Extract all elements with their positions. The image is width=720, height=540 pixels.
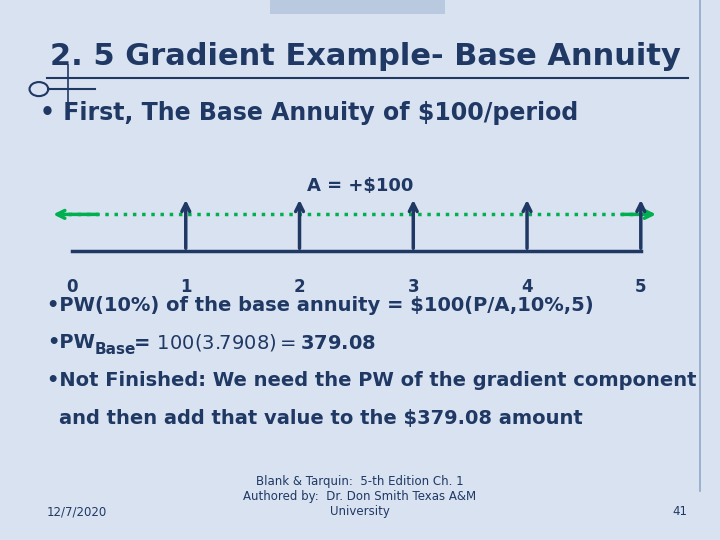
Text: 41: 41 bbox=[672, 505, 688, 518]
Text: •Not Finished: We need the PW of the gradient component: •Not Finished: We need the PW of the gra… bbox=[47, 371, 696, 390]
Bar bbox=[270, 0, 445, 14]
Text: 2. 5 Gradient Example- Base Annuity: 2. 5 Gradient Example- Base Annuity bbox=[50, 42, 681, 71]
Text: 1: 1 bbox=[180, 278, 192, 296]
Text: = $100(3.7908)= $379.08: = $100(3.7908)= $379.08 bbox=[127, 333, 377, 353]
Text: 3: 3 bbox=[408, 278, 419, 296]
Text: and then add that value to the $379.08 amount: and then add that value to the $379.08 a… bbox=[59, 409, 582, 428]
Text: 5: 5 bbox=[635, 278, 647, 296]
Text: •PW(10%) of the base annuity = $100(P/A,10%,5): •PW(10%) of the base annuity = $100(P/A,… bbox=[47, 295, 593, 315]
Text: • First, The Base Annuity of $100/period: • First, The Base Annuity of $100/period bbox=[40, 102, 578, 125]
Text: 2: 2 bbox=[294, 278, 305, 296]
Text: Base: Base bbox=[94, 342, 135, 357]
Text: •PW: •PW bbox=[47, 333, 95, 353]
Text: 12/7/2020: 12/7/2020 bbox=[47, 505, 107, 518]
Text: A = +$100: A = +$100 bbox=[307, 177, 413, 195]
Text: 0: 0 bbox=[66, 278, 78, 296]
Text: 4: 4 bbox=[521, 278, 533, 296]
Text: Blank & Tarquin:  5-th Edition Ch. 1
Authored by:  Dr. Don Smith Texas A&M
Unive: Blank & Tarquin: 5-th Edition Ch. 1 Auth… bbox=[243, 475, 477, 518]
